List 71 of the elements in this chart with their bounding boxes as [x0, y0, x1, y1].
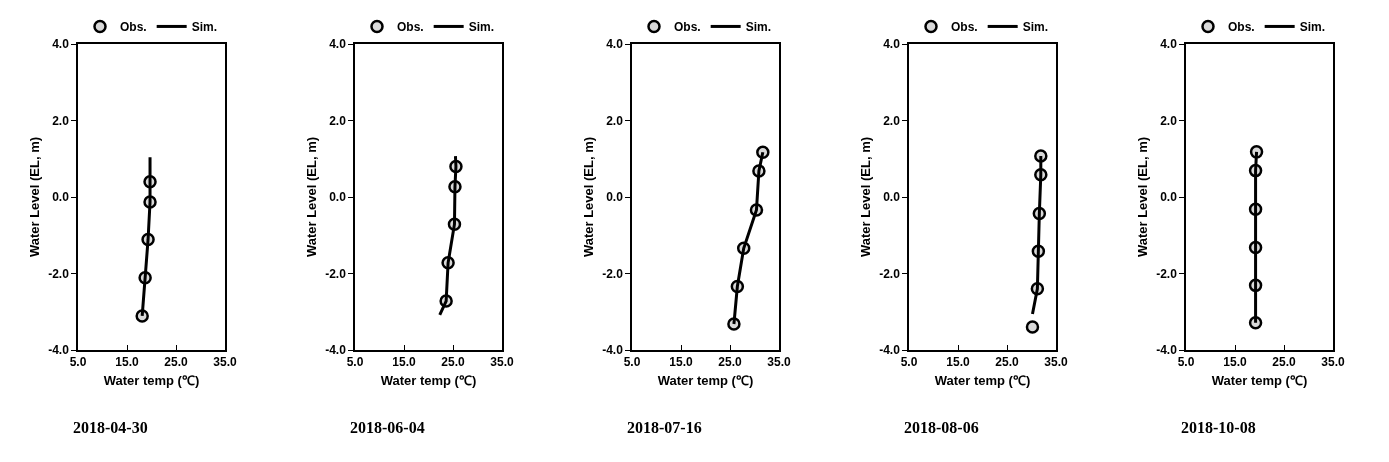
y-tick-label: -2.0 — [602, 266, 624, 281]
legend-label: Sim. — [468, 20, 495, 35]
legend-label: Sim. — [1299, 20, 1326, 35]
y-tick-label: 0.0 — [329, 190, 347, 205]
x-tick-label: 35.0 — [213, 355, 237, 370]
legend-label: Obs. — [397, 20, 424, 35]
x-axis-title: Water temp (℃) — [380, 373, 477, 389]
y-tick-label: 4.0 — [52, 37, 70, 52]
legend-label: Obs. — [674, 20, 701, 35]
text: 2018-08-06 — [904, 419, 979, 436]
y-tick-label: 4.0 — [606, 37, 624, 52]
text: 2018-04-30 — [73, 419, 148, 436]
x-axis-title: Water temp (℃) — [657, 373, 754, 389]
y-tick-label: 4.0 — [1160, 37, 1178, 52]
y-tick-label: -4.0 — [1156, 343, 1178, 358]
point — [1025, 320, 1040, 334]
x-tick-label: 35.0 — [767, 355, 791, 370]
y-tick-label: 2.0 — [52, 113, 70, 128]
x-tick-label: 15.0 — [946, 355, 970, 370]
y-axis-title: Water Level (EL, m) — [857, 136, 873, 258]
y-tick-label: 0.0 — [52, 190, 70, 205]
y-tick-label: 4.0 — [883, 37, 901, 52]
x-axis-title: Water temp (℃) — [103, 373, 200, 389]
y-tick-label: 4.0 — [329, 37, 347, 52]
y-axis-title: Water Level (EL, m) — [26, 136, 42, 258]
y-tick-label: -2.0 — [325, 266, 347, 281]
x-tick-label: 35.0 — [490, 355, 514, 370]
text: 2018-06-04 — [350, 419, 425, 436]
y-tick-label: 2.0 — [606, 113, 624, 128]
x-tick-label: 25.0 — [164, 355, 188, 370]
y-tick-label: -4.0 — [879, 343, 901, 358]
y-tick-label: 2.0 — [1160, 113, 1178, 128]
y-tick-label: -2.0 — [879, 266, 901, 281]
x-tick-label: 5.0 — [69, 355, 87, 370]
text: 2018-10-08 — [1181, 419, 1256, 436]
legend-label: Obs. — [951, 20, 978, 35]
y-tick-label: 0.0 — [606, 190, 624, 205]
x-tick-label: 5.0 — [623, 355, 641, 370]
y-tick-label: 2.0 — [883, 113, 901, 128]
text: 2018-07-16 — [627, 419, 702, 436]
x-tick-label: 5.0 — [900, 355, 918, 370]
y-tick-label: 0.0 — [1160, 190, 1178, 205]
y-axis-title: Water Level (EL, m) — [1134, 136, 1150, 258]
x-tick-label: 35.0 — [1044, 355, 1068, 370]
y-axis-title: Water Level (EL, m) — [580, 136, 596, 258]
legend-label: Sim. — [1022, 20, 1049, 35]
y-axis-title: Water Level (EL, m) — [303, 136, 319, 258]
y-tick-label: -2.0 — [48, 266, 70, 281]
x-tick-label: 5.0 — [346, 355, 364, 370]
x-tick-label: 15.0 — [392, 355, 416, 370]
x-tick-label: 15.0 — [115, 355, 139, 370]
legend-label: Obs. — [1228, 20, 1255, 35]
x-tick-label: 25.0 — [1272, 355, 1296, 370]
legend-label: Sim. — [745, 20, 772, 35]
x-tick-label: 15.0 — [1223, 355, 1247, 370]
y-tick-label: 2.0 — [329, 113, 347, 128]
x-tick-label: 15.0 — [669, 355, 693, 370]
x-tick-label: 25.0 — [441, 355, 465, 370]
legend-label: Sim. — [191, 20, 218, 35]
x-tick-label: 25.0 — [995, 355, 1019, 370]
y-tick-label: 0.0 — [883, 190, 901, 205]
x-tick-label: 5.0 — [1177, 355, 1195, 370]
y-tick-label: -2.0 — [1156, 266, 1178, 281]
x-axis-title: Water temp (℃) — [1211, 373, 1308, 389]
x-tick-label: 25.0 — [718, 355, 742, 370]
y-tick-label: -4.0 — [48, 343, 70, 358]
x-axis-title: Water temp (℃) — [934, 373, 1031, 389]
y-tick-label: -4.0 — [325, 343, 347, 358]
y-tick-label: -4.0 — [602, 343, 624, 358]
x-tick-label: 35.0 — [1321, 355, 1345, 370]
legend-label: Obs. — [120, 20, 147, 35]
